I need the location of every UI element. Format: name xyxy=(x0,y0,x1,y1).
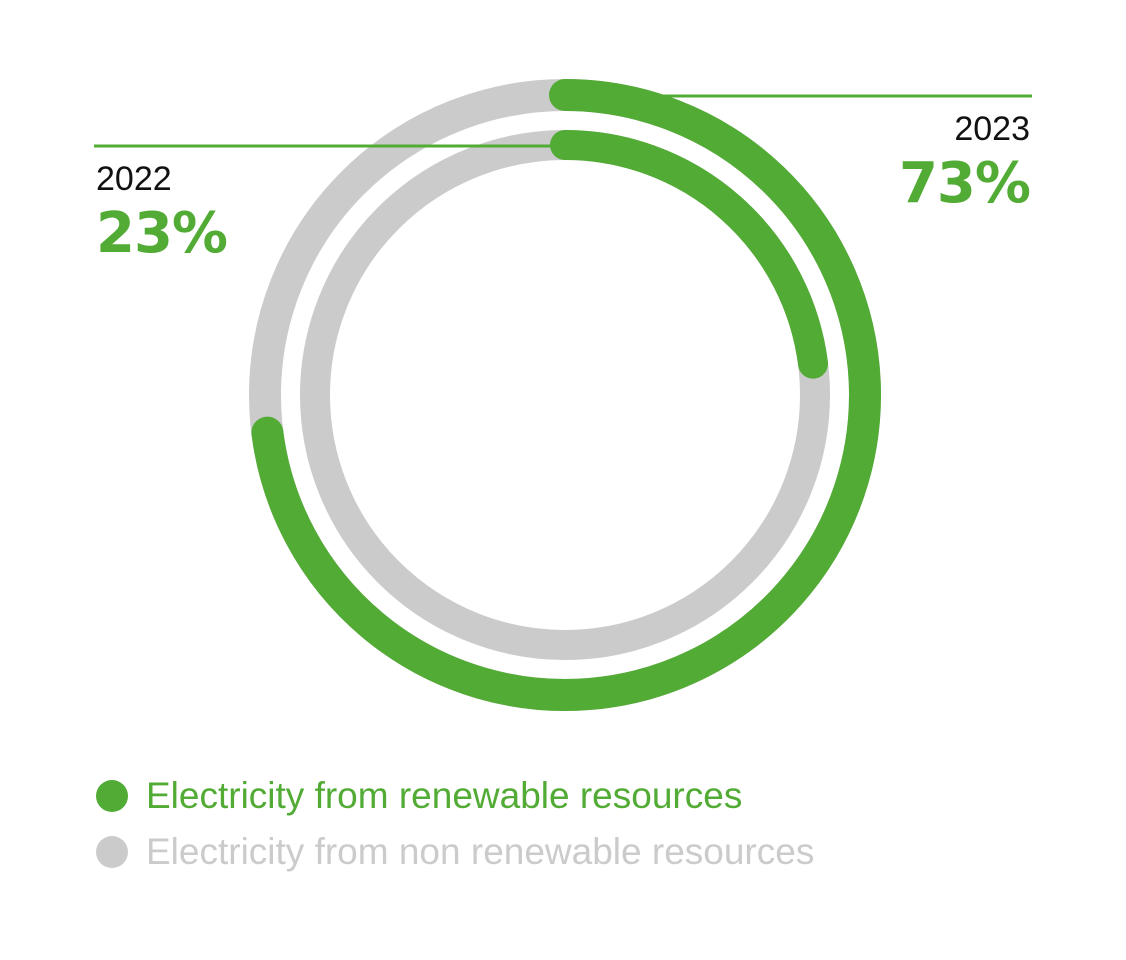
inner-ring-renewable-arc xyxy=(550,130,829,379)
legend-swatch-renewable xyxy=(96,780,128,812)
year-label-2023: 2023 xyxy=(954,110,1030,148)
year-label-2022: 2022 xyxy=(96,160,172,198)
legend-item-renewable: Electricity from renewable resources xyxy=(96,768,814,824)
outer-ring-renewable-arc xyxy=(251,79,881,711)
legend-label-non-renewable: Electricity from non renewable resources xyxy=(146,831,815,872)
percent-label-2022: 23% xyxy=(96,201,227,266)
legend-item-non-renewable: Electricity from non renewable resources xyxy=(96,824,814,880)
percent-label-2023: 73% xyxy=(899,151,1030,216)
legend-label-renewable: Electricity from renewable resources xyxy=(146,775,743,816)
legend-swatch-non-renewable xyxy=(96,836,128,868)
legend: Electricity from renewable resources Ele… xyxy=(96,768,814,880)
